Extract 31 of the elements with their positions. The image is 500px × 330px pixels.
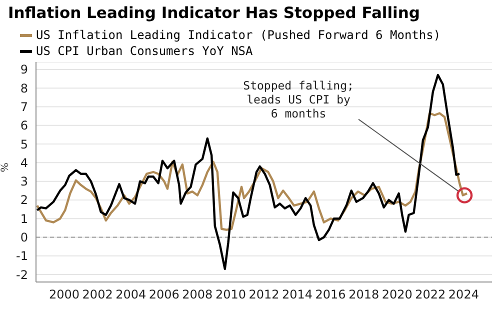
x-tick-label: 2012 xyxy=(248,288,280,302)
annotation: Stopped falling; leads US CPI by 6 months xyxy=(243,78,354,120)
x-tick-label: 2010 xyxy=(215,288,246,302)
y-tick-label: 0 xyxy=(20,230,28,245)
legend-label: US CPI Urban Consumers YoY NSA xyxy=(36,44,253,58)
x-tick-label: 2018 xyxy=(348,288,380,302)
legend-label: US Inflation Leading Indicator (Pushed Forward 6 Months) xyxy=(36,28,441,42)
y-tick-label: -1 xyxy=(16,249,28,264)
x-tick-label: 2004 xyxy=(116,288,146,302)
x-tick-label: 2008 xyxy=(182,288,213,302)
x-tick-label: 2022 xyxy=(415,288,446,302)
y-tick-label: 7 xyxy=(20,100,28,114)
chart-title: Inflation Leading Indicator Has Stopped Falling xyxy=(8,4,420,22)
y-axis-title: % xyxy=(0,162,11,172)
x-tick-label: 2016 xyxy=(315,288,346,302)
line-series xyxy=(36,74,461,270)
x-tick-label: 2024 xyxy=(448,288,479,302)
y-tick-label: -2 xyxy=(16,268,28,282)
y-tick-label: 6 xyxy=(20,118,28,133)
y-tick-label: 2 xyxy=(20,193,28,208)
y-tick-label: 9 xyxy=(20,62,28,77)
y-tick-label: 1 xyxy=(20,212,28,226)
y-tick-label: 4 xyxy=(20,156,28,170)
x-tick-label: 2000 xyxy=(49,288,80,302)
y-tick-label: 8 xyxy=(20,81,28,96)
y-tick-label: 5 xyxy=(20,137,28,152)
y-tick-label: 3 xyxy=(20,174,28,189)
x-tick-label: 2014 xyxy=(282,288,313,302)
x-tick-label: 2020 xyxy=(382,288,412,302)
x-tick-label: 2002 xyxy=(82,288,113,302)
x-tick-label: 2006 xyxy=(148,288,180,302)
